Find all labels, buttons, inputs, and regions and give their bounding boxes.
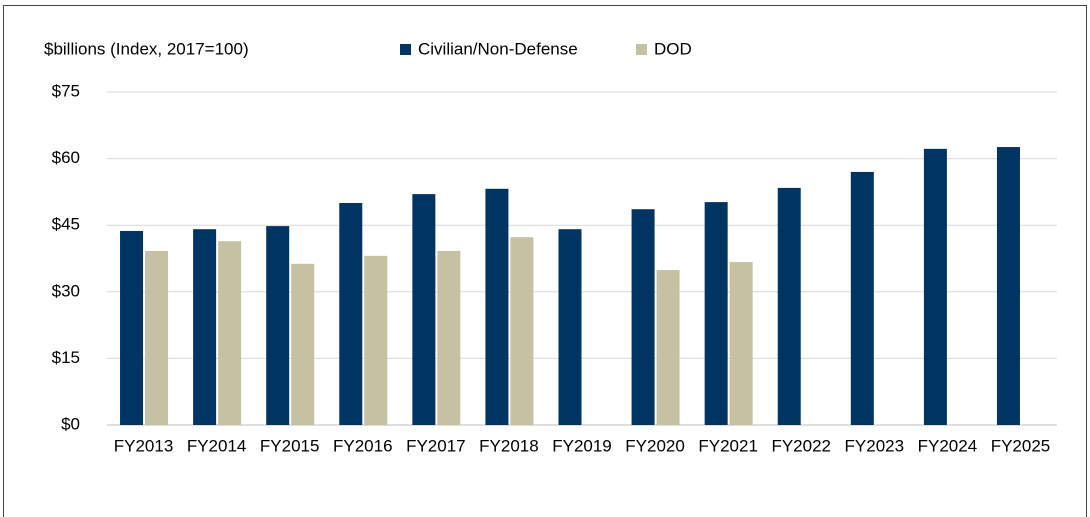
bar bbox=[339, 203, 363, 425]
bar bbox=[291, 263, 315, 425]
y-tick-label: $45 bbox=[52, 215, 80, 234]
x-tick-label: FY2022 bbox=[771, 436, 831, 455]
chart-title: $billions (Index, 2017=100) bbox=[44, 39, 249, 58]
bar bbox=[656, 270, 680, 425]
x-tick-label: FY2020 bbox=[625, 436, 685, 455]
bar bbox=[266, 226, 290, 425]
bar bbox=[850, 171, 874, 425]
y-tick-label: $60 bbox=[52, 148, 80, 167]
bar bbox=[485, 188, 509, 425]
x-tick-label: FY2018 bbox=[479, 436, 539, 455]
legend-label: DOD bbox=[654, 39, 692, 58]
legend-swatch bbox=[400, 44, 411, 55]
bar bbox=[777, 187, 801, 425]
x-tick-label: FY2013 bbox=[114, 436, 174, 455]
y-tick-label: $30 bbox=[52, 281, 80, 300]
bar bbox=[412, 194, 436, 425]
x-tick-label: FY2019 bbox=[552, 436, 612, 455]
x-tick-label: FY2024 bbox=[918, 436, 978, 455]
bar bbox=[437, 250, 461, 425]
x-tick-label: FY2025 bbox=[991, 436, 1051, 455]
bar bbox=[510, 237, 534, 425]
x-tick-label: FY2014 bbox=[187, 436, 247, 455]
bar bbox=[923, 148, 947, 425]
x-tick-label: FY2023 bbox=[845, 436, 905, 455]
x-tick-label: FY2021 bbox=[698, 436, 758, 455]
bar bbox=[631, 209, 655, 425]
bar bbox=[364, 255, 388, 425]
legend-swatch bbox=[636, 44, 647, 55]
bar bbox=[193, 229, 217, 425]
bar bbox=[729, 262, 753, 425]
x-tick-label: FY2016 bbox=[333, 436, 393, 455]
chart-border bbox=[3, 5, 1087, 517]
x-tick-label: FY2015 bbox=[260, 436, 320, 455]
bar bbox=[145, 250, 169, 425]
y-tick-label: $15 bbox=[52, 348, 80, 367]
y-tick-label: $75 bbox=[52, 81, 80, 100]
bar bbox=[704, 202, 728, 425]
bar bbox=[120, 230, 144, 425]
bar bbox=[996, 147, 1020, 425]
bar bbox=[218, 241, 242, 425]
y-tick-label: $0 bbox=[61, 414, 80, 433]
legend-label: Civilian/Non-Defense bbox=[418, 39, 578, 58]
x-tick-label: FY2017 bbox=[406, 436, 466, 455]
bar bbox=[558, 229, 582, 425]
